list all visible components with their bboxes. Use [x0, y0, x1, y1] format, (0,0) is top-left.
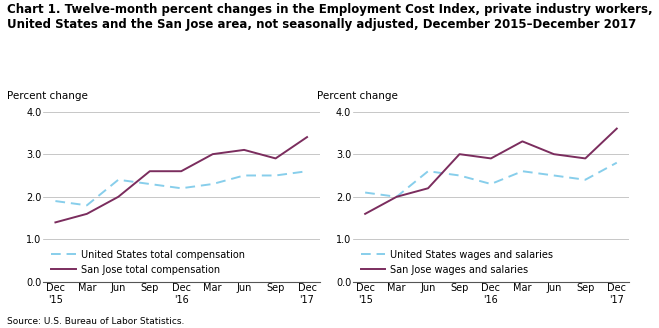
Legend: United States total compensation, San Jose total compensation: United States total compensation, San Jo…	[51, 249, 246, 276]
Text: Percent change: Percent change	[316, 91, 397, 101]
Text: Chart 1. Twelve-month percent changes in the Employment Cost Index, private indu: Chart 1. Twelve-month percent changes in…	[7, 3, 652, 31]
Text: Percent change: Percent change	[7, 91, 88, 101]
Text: Source: U.S. Bureau of Labor Statistics.: Source: U.S. Bureau of Labor Statistics.	[7, 318, 184, 326]
Legend: United States wages and salaries, San Jose wages and salaries: United States wages and salaries, San Jo…	[360, 249, 554, 276]
